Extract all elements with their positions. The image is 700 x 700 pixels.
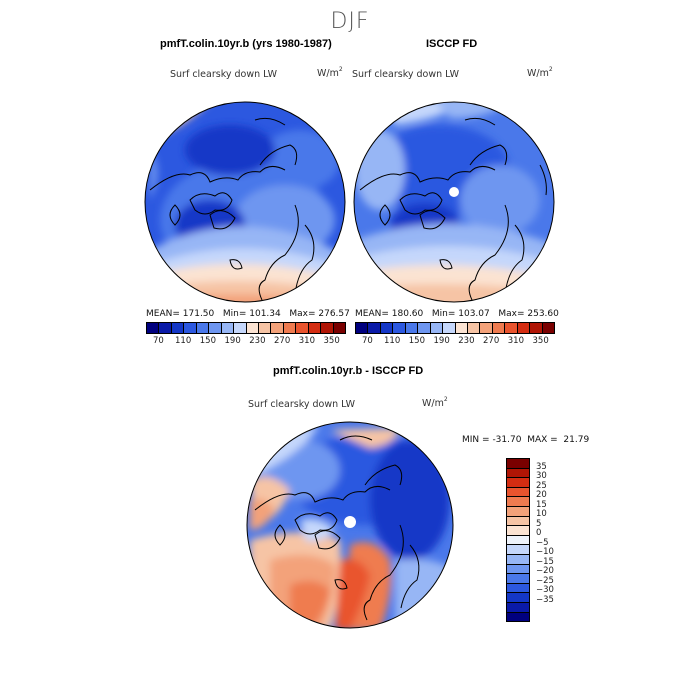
colorbar-swatch bbox=[271, 323, 284, 333]
colorbar-tick-label: 70 bbox=[152, 336, 164, 346]
colorbar-swatch bbox=[184, 323, 197, 333]
colorbar-tick-label: 110 bbox=[384, 336, 401, 346]
colorbar-swatch bbox=[507, 602, 529, 613]
colorbar-tick-label: 150 bbox=[199, 336, 216, 346]
colorbar-tick-label: −5 bbox=[536, 537, 549, 548]
colorbar-tick-label: −35 bbox=[536, 594, 554, 605]
colorbar-swatch bbox=[507, 554, 529, 565]
colorbar-swatch bbox=[507, 468, 529, 479]
colorbar-swatch bbox=[258, 323, 272, 333]
colorbar-swatch bbox=[507, 612, 529, 622]
colorbar-tick-label: 310 bbox=[507, 336, 524, 346]
colorbar-tick-label: −15 bbox=[536, 556, 554, 567]
colorbar-swatch bbox=[507, 487, 529, 498]
colorbar-tick-label: 35 bbox=[536, 461, 547, 472]
colorbar-swatch bbox=[147, 323, 160, 333]
colorbar-tick-label: 5 bbox=[536, 518, 542, 529]
colorbar-swatch bbox=[209, 323, 222, 333]
colorbar-swatch bbox=[507, 535, 529, 546]
diff-stats: MIN = -31.70 MAX = 21.79 bbox=[462, 435, 590, 445]
right-units-label: W/m2 bbox=[527, 66, 553, 79]
colorbar-swatch bbox=[443, 323, 456, 333]
colorbar-swatch bbox=[296, 323, 309, 333]
colorbar-tick-label: −20 bbox=[536, 566, 554, 577]
colorbar-tick-label: 20 bbox=[536, 490, 547, 501]
colorbar-tick-label: 70 bbox=[361, 336, 373, 346]
colorbar-swatch bbox=[480, 323, 493, 333]
colorbar-swatch bbox=[333, 323, 345, 333]
colorbar-tick-label: 25 bbox=[536, 480, 547, 491]
colorbar-swatch bbox=[507, 545, 529, 555]
colorbar-tick-label: −30 bbox=[536, 585, 554, 596]
colorbar-swatch bbox=[393, 323, 406, 333]
colorbar-tick-label: 310 bbox=[298, 336, 315, 346]
colorbar-swatch bbox=[505, 323, 518, 333]
right-panel-title: ISCCP FD bbox=[426, 38, 478, 50]
right-variable-label: Surf clearsky down LW bbox=[352, 69, 459, 80]
season-title: DJF bbox=[330, 9, 370, 34]
colorbar-swatch bbox=[467, 323, 481, 333]
colorbar-tick-label: 270 bbox=[483, 336, 500, 346]
colorbar-tick-label: 350 bbox=[323, 336, 340, 346]
colorbar-swatch bbox=[418, 323, 431, 333]
colorbar-tick-label: 15 bbox=[536, 499, 547, 510]
colorbar-tick-label: 30 bbox=[536, 471, 547, 482]
colorbar-tick-label: −10 bbox=[536, 547, 554, 558]
colorbar-swatch bbox=[159, 323, 172, 333]
left-stats: MEAN= 171.50 Min= 101.34 Max= 276.57 bbox=[146, 309, 350, 319]
colorbar-tick-label: 150 bbox=[408, 336, 425, 346]
colorbar-swatch bbox=[530, 323, 543, 333]
colorbar-tick-label: 110 bbox=[175, 336, 192, 346]
diff-units-label: W/m2 bbox=[422, 396, 448, 409]
colorbar-swatch bbox=[507, 564, 529, 575]
colorbar-swatch bbox=[246, 323, 259, 333]
diff-colorbar bbox=[506, 458, 530, 622]
colorbar-swatch bbox=[221, 323, 235, 333]
colorbar-swatch bbox=[507, 506, 529, 517]
colorbar-swatch bbox=[542, 323, 554, 333]
left-colorbar bbox=[146, 322, 346, 334]
right-colorbar bbox=[355, 322, 555, 334]
colorbar-swatch bbox=[507, 583, 529, 594]
colorbar-swatch bbox=[368, 323, 381, 333]
colorbar-swatch bbox=[380, 323, 394, 333]
colorbar-swatch bbox=[234, 323, 247, 333]
colorbar-tick-label: 270 bbox=[274, 336, 291, 346]
diff-panel-title: pmfT.colin.10yr.b - ISCCP FD bbox=[273, 365, 424, 377]
colorbar-swatch bbox=[283, 323, 297, 333]
colorbar-tick-label: 190 bbox=[433, 336, 450, 346]
colorbar-tick-label: 230 bbox=[249, 336, 266, 346]
colorbar-swatch bbox=[507, 478, 529, 488]
colorbar-tick-label: 0 bbox=[536, 528, 542, 539]
colorbar-tick-label: 230 bbox=[458, 336, 475, 346]
colorbar-swatch bbox=[308, 323, 322, 333]
colorbar-swatch bbox=[507, 593, 529, 603]
diff-variable-label: Surf clearsky down LW bbox=[248, 399, 355, 410]
left-panel-title: pmfT.colin.10yr.b (yrs 1980-1987) bbox=[160, 38, 332, 50]
colorbar-swatch bbox=[321, 323, 334, 333]
right-stats: MEAN= 180.60 Min= 103.07 Max= 253.60 bbox=[355, 309, 559, 319]
colorbar-swatch bbox=[507, 516, 529, 527]
left-units-label: W/m2 bbox=[317, 66, 343, 79]
colorbar-tick-label: −25 bbox=[536, 575, 554, 586]
colorbar-tick-label: 350 bbox=[532, 336, 549, 346]
colorbar-tick-label: 190 bbox=[224, 336, 241, 346]
colorbar-tick-label: 10 bbox=[536, 509, 547, 520]
colorbar-swatch bbox=[196, 323, 210, 333]
colorbar-swatch bbox=[517, 323, 531, 333]
colorbar-swatch bbox=[507, 574, 529, 584]
colorbar-swatch bbox=[430, 323, 444, 333]
colorbar-swatch bbox=[492, 323, 506, 333]
colorbar-swatch bbox=[507, 526, 529, 536]
colorbar-swatch bbox=[405, 323, 419, 333]
colorbar-swatch bbox=[356, 323, 369, 333]
colorbar-swatch bbox=[507, 497, 529, 507]
left-variable-label: Surf clearsky down LW bbox=[170, 69, 277, 80]
colorbar-swatch bbox=[171, 323, 185, 333]
colorbar-swatch bbox=[455, 323, 468, 333]
colorbar-swatch bbox=[507, 459, 529, 469]
